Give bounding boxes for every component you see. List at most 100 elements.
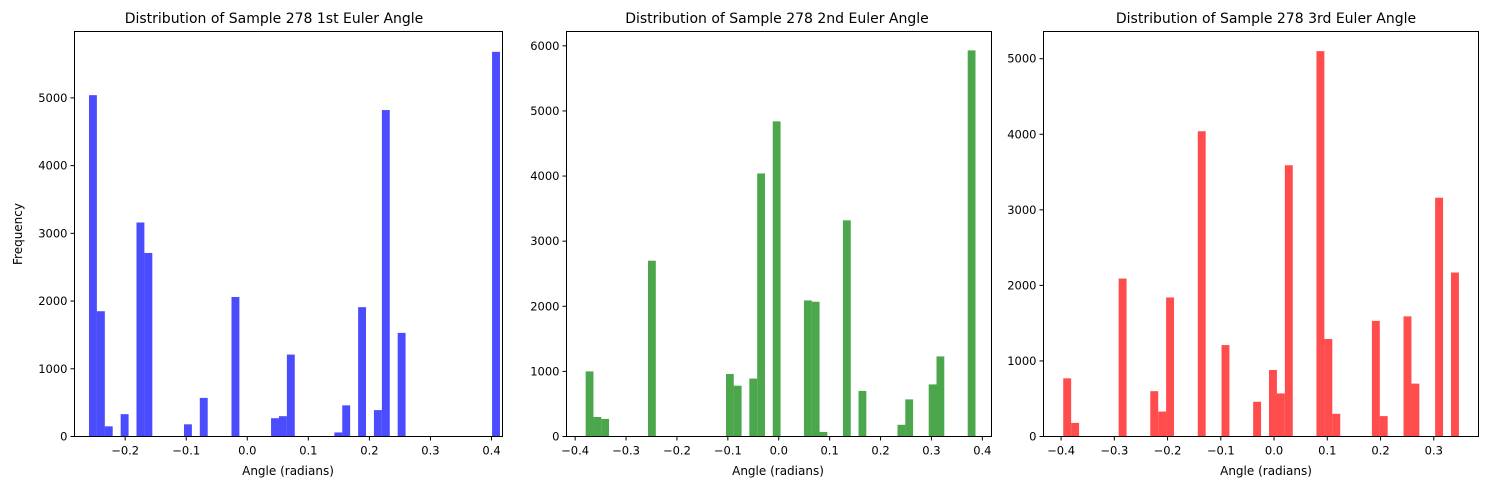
histogram-bar (144, 252, 153, 437)
histogram-bar (1284, 165, 1293, 437)
histogram-bar (819, 431, 828, 437)
histogram-bar (492, 51, 500, 437)
x-tick-label: 0.0 (1265, 444, 1283, 458)
y-tick-label: 0 (1029, 430, 1036, 444)
histogram-panel-1st-euler-angle: Distribution of Sample 278 1st Euler Ang… (11, 11, 503, 478)
y-tick-label: 2000 (530, 299, 559, 313)
histogram-bar (1379, 416, 1388, 437)
histogram-bar (1371, 320, 1380, 437)
histogram-bar (1166, 297, 1175, 437)
y-axis-label: Frequency (11, 203, 25, 265)
histogram-bar (803, 300, 812, 437)
histogram-bar (858, 390, 867, 437)
histogram-panel-3rd-euler-angle: Distribution of Sample 278 3rd Euler Ang… (1007, 11, 1479, 478)
y-tick-label: 6000 (530, 39, 559, 53)
x-tick-label: −0.1 (1207, 444, 1235, 458)
y-tick-label: 3000 (1007, 203, 1036, 217)
histogram-bar (725, 373, 734, 437)
x-axis-ticks: −0.2 −0.1 0.0 0.1 0.2 0.3 0.4 (111, 436, 501, 458)
histogram-bar (88, 95, 97, 437)
histogram-bar (104, 426, 113, 437)
histogram-bar (381, 110, 390, 437)
x-axis-label: Angle (radians) (732, 464, 824, 478)
histogram-bar (1158, 411, 1167, 437)
histogram-bar (1253, 401, 1262, 437)
y-tick-label: 1000 (530, 364, 559, 378)
histogram-bar (1403, 316, 1412, 437)
x-tick-label: 0.1 (820, 444, 838, 458)
x-tick-label: −0.3 (1100, 444, 1128, 458)
y-tick-label: 1000 (38, 362, 67, 376)
x-tick-label: −0.4 (561, 444, 589, 458)
histogram-bar (358, 307, 367, 437)
histogram-bar (286, 354, 295, 437)
y-axis-ticks: 0 1000 2000 3000 4000 5000 6000 (530, 39, 567, 444)
x-tick-label: −0.1 (714, 444, 742, 458)
histogram-bar (199, 397, 208, 437)
x-tick-label: 0.3 (922, 444, 940, 458)
chart-title: Distribution of Sample 278 2nd Euler Ang… (625, 11, 929, 27)
histogram-bar (1332, 413, 1341, 437)
histogram-bar (1118, 278, 1127, 437)
x-tick-label: 0.4 (482, 444, 500, 458)
histogram-bar (120, 414, 129, 437)
histogram-bar (1269, 370, 1277, 437)
x-tick-label: 0.4 (973, 444, 991, 458)
histogram-bar (1071, 422, 1080, 437)
histogram-bar (342, 405, 351, 437)
histogram-bar (601, 418, 610, 437)
y-tick-label: 5000 (1007, 52, 1036, 66)
histogram-bar (1324, 339, 1333, 437)
histogram-panel-2nd-euler-angle: Distribution of Sample 278 2nd Euler Ang… (530, 11, 992, 478)
histogram-bar (733, 385, 742, 437)
y-tick-label: 5000 (530, 104, 559, 118)
histogram-bar (1221, 345, 1230, 437)
histogram-bar (585, 371, 594, 437)
chart-title: Distribution of Sample 278 3rd Euler Ang… (1116, 11, 1416, 27)
x-tick-label: 0.0 (238, 444, 256, 458)
x-tick-label: −0.2 (111, 444, 139, 458)
histogram-bar (1063, 378, 1072, 437)
histogram-bar (749, 378, 758, 437)
y-tick-label: 4000 (38, 159, 67, 173)
histogram-bar (967, 50, 976, 437)
y-tick-label: 2000 (1007, 278, 1036, 292)
x-tick-label: 0.0 (770, 444, 788, 458)
x-tick-label: 0.3 (1425, 444, 1443, 458)
bar-group (1063, 51, 1459, 437)
histogram-bar (1411, 383, 1420, 437)
histogram-bar (1276, 393, 1285, 437)
histogram-bar (757, 173, 765, 437)
x-tick-label: 0.1 (299, 444, 317, 458)
histogram-bar (772, 121, 781, 437)
x-tick-label: −0.4 (1047, 444, 1075, 458)
histogram-bar (278, 416, 287, 437)
y-axis-ticks: 0 1000 2000 3000 4000 5000 (1007, 52, 1044, 444)
histogram-bar (1150, 391, 1159, 437)
x-tick-label: 0.2 (1371, 444, 1389, 458)
histogram-bar (334, 432, 343, 437)
y-tick-label: 3000 (530, 234, 559, 248)
histogram-bar (811, 301, 820, 437)
y-tick-label: 4000 (530, 169, 559, 183)
histogram-bar (928, 384, 937, 437)
plot-frame (566, 31, 992, 437)
chart-title: Distribution of Sample 278 1st Euler Ang… (125, 11, 424, 27)
y-tick-label: 1000 (1007, 354, 1036, 368)
plot-frame (74, 31, 503, 437)
histogram-bar (1451, 272, 1459, 437)
histogram-bar (1316, 51, 1325, 437)
y-tick-label: 5000 (38, 91, 67, 105)
x-tick-label: −0.2 (663, 444, 691, 458)
histogram-bar (897, 424, 906, 437)
x-tick-label: −0.2 (1154, 444, 1182, 458)
x-tick-label: −0.3 (612, 444, 640, 458)
y-tick-label: 0 (552, 430, 559, 444)
histogram-bar (96, 311, 105, 437)
x-tick-label: 0.2 (871, 444, 889, 458)
x-axis-ticks: −0.4 −0.3 −0.2 −0.1 0.0 0.1 0.2 0.3 0.4 (561, 436, 991, 458)
x-tick-label: 0.1 (1318, 444, 1336, 458)
x-axis-label: Angle (radians) (1220, 464, 1312, 478)
bar-group (585, 50, 976, 437)
histogram-bar (1435, 197, 1444, 437)
